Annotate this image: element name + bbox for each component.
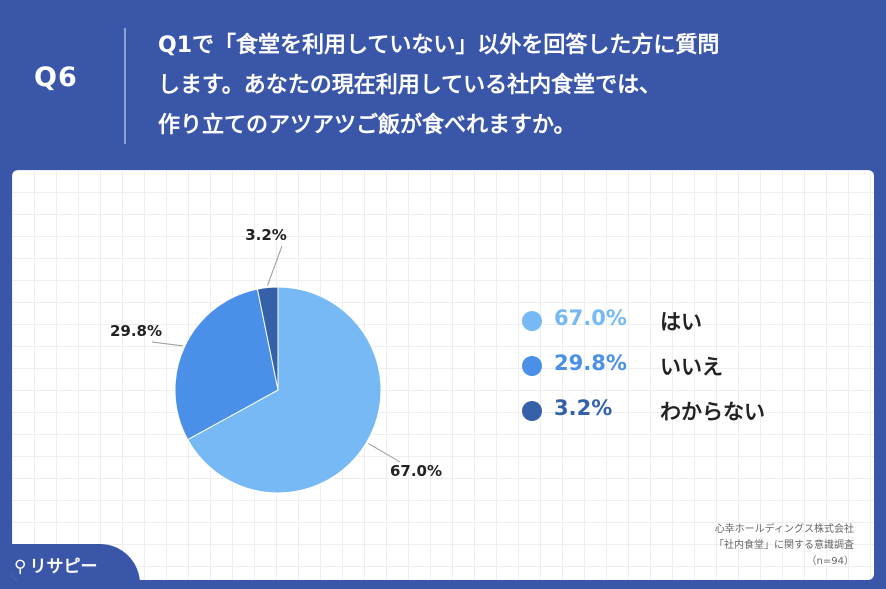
- header-divider: [124, 28, 126, 144]
- legend-value-unknown: 3.2%: [554, 396, 613, 420]
- legend-swatch-no: [522, 356, 542, 376]
- pie-label-yes: 67.0%: [390, 462, 442, 480]
- question-text: Q1で「食堂を利用していない」以外を回答した方に質問 します。あなたの現在利用し…: [158, 26, 858, 146]
- legend-swatch-unknown: [522, 401, 542, 421]
- legend-label-no: いいえ: [660, 355, 723, 379]
- question-line-2: します。あなたの現在利用している社内食堂では、: [158, 73, 662, 98]
- pie-slice-no: [174, 288, 279, 441]
- pin-icon: ⚲: [14, 557, 27, 577]
- pie-chart: 67.0% 29.8% 3.2%: [110, 226, 442, 494]
- chart-card: 67.0% 29.8% 3.2% 67.0% はい 29.8% いいえ 3.2% わ…: [12, 170, 874, 580]
- leader-line-unknown: [266, 245, 283, 286]
- question-line-3: 作り立てのアツアツご飯が食べれますか。: [158, 113, 576, 138]
- brand-name: リサピー: [29, 557, 98, 577]
- legend: 67.0% はい 29.8% いいえ 3.2% わからない: [522, 306, 842, 441]
- legend-value-yes: 67.0%: [554, 306, 627, 330]
- question-number: Q6: [34, 62, 78, 93]
- brand-logo: ⚲ リサピー: [14, 552, 97, 577]
- legend-item-no: 29.8% いいえ: [522, 351, 842, 396]
- legend-value-no: 29.8%: [554, 351, 627, 375]
- legend-label-yes: はい: [660, 310, 702, 334]
- pie-slice-yes: [187, 286, 382, 494]
- legend-item-unknown: 3.2% わからない: [522, 396, 842, 441]
- legend-label-unknown: わからない: [660, 400, 765, 424]
- legend-swatch-yes: [522, 311, 542, 331]
- legend-item-yes: 67.0% はい: [522, 306, 842, 351]
- source-company: 心幸ホールディングス株式会社: [714, 524, 854, 535]
- source-note: 心幸ホールディングス株式会社 「社内食堂」に関する意識調査 （n=94）: [714, 522, 854, 570]
- pie-label-unknown: 3.2%: [245, 226, 287, 244]
- leader-line-yes: [368, 443, 401, 463]
- source-sample-size: （n=94）: [806, 556, 854, 567]
- header: Q6 Q1で「食堂を利用していない」以外を回答した方に質問 します。あなたの現在…: [0, 0, 886, 170]
- brand-badge: ⚲ リサピー: [12, 544, 140, 580]
- pie-label-no: 29.8%: [110, 322, 162, 340]
- source-survey: 「社内食堂」に関する意識調査: [714, 540, 854, 551]
- question-line-1: Q1で「食堂を利用していない」以外を回答した方に質問: [158, 33, 720, 58]
- leader-line-no: [151, 341, 183, 347]
- pie-slice-unknown: [256, 286, 279, 391]
